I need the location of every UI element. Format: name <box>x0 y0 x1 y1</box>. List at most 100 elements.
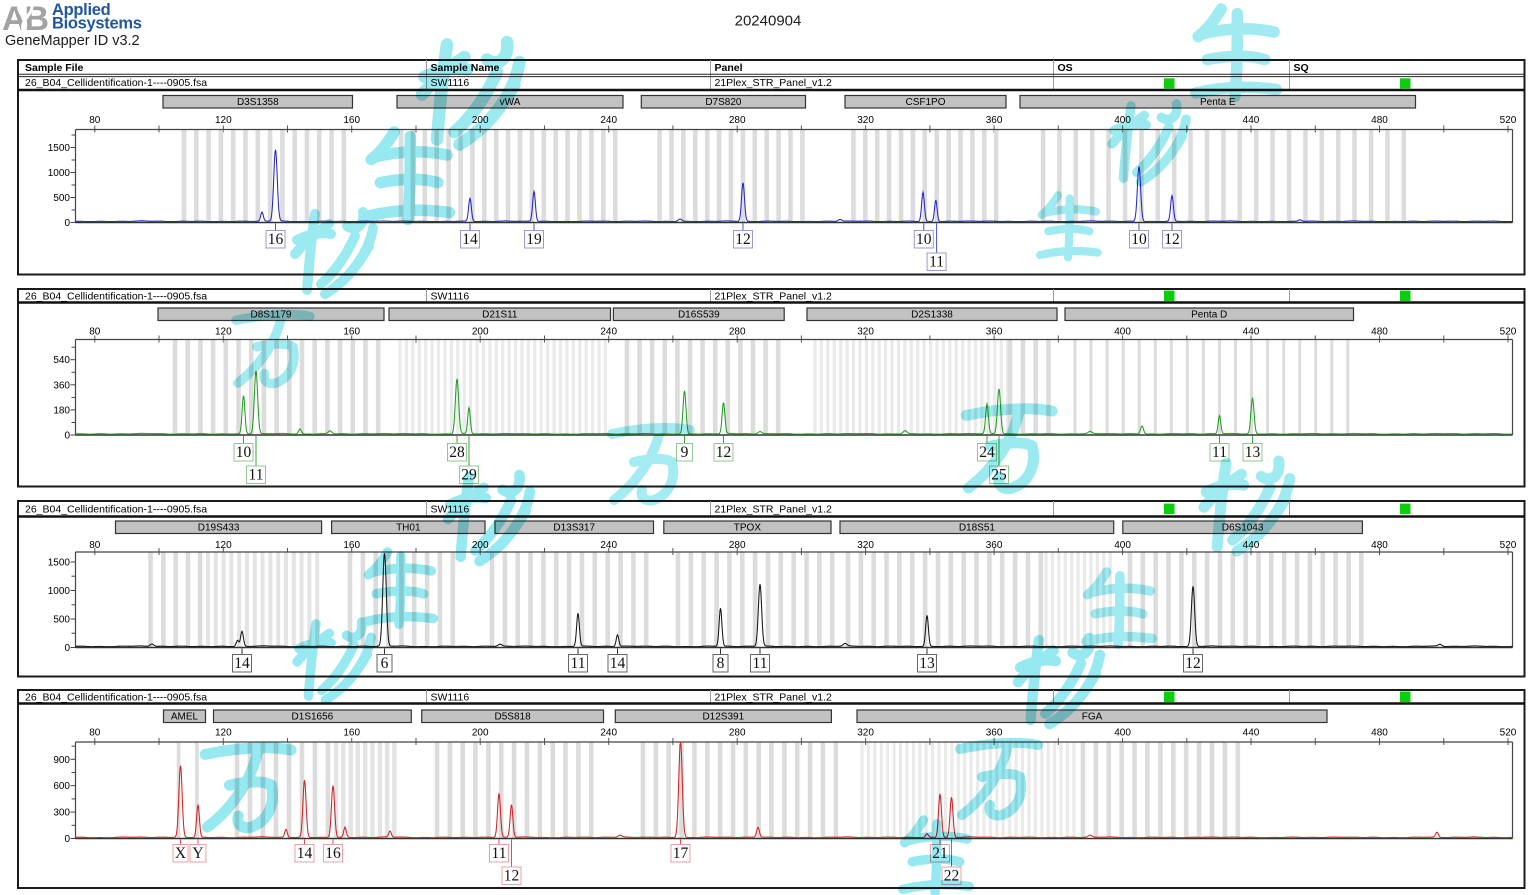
svg-text:540: 540 <box>53 355 70 366</box>
svg-text:17: 17 <box>673 845 689 862</box>
svg-text:AMEL: AMEL <box>171 712 199 723</box>
svg-text:80: 80 <box>89 728 101 739</box>
svg-text:D13S317: D13S317 <box>553 523 595 534</box>
svg-text:D19S433: D19S433 <box>198 523 240 534</box>
svg-text:360: 360 <box>53 380 70 391</box>
svg-text:26_B04_Cellidentification-1---: 26_B04_Cellidentification-1----0905.fsa <box>25 504 207 516</box>
svg-text:360: 360 <box>986 115 1003 126</box>
svg-text:160: 160 <box>343 728 360 739</box>
svg-text:14: 14 <box>234 655 250 672</box>
svg-text:D18S51: D18S51 <box>959 523 996 534</box>
svg-text:12: 12 <box>504 868 520 885</box>
svg-text:480: 480 <box>1371 728 1388 739</box>
svg-text:400: 400 <box>1114 327 1131 338</box>
svg-text:26_B04_Cellidentification-1---: 26_B04_Cellidentification-1----0905.fsa <box>25 77 207 89</box>
svg-text:Penta D: Penta D <box>1191 310 1227 321</box>
svg-text:10: 10 <box>1131 231 1147 248</box>
svg-text:480: 480 <box>1371 327 1388 338</box>
svg-text:Y: Y <box>192 845 203 862</box>
svg-text:320: 320 <box>857 327 874 338</box>
svg-text:0: 0 <box>64 218 70 229</box>
svg-text:D3S1358: D3S1358 <box>237 97 279 108</box>
svg-text:D7S820: D7S820 <box>705 97 742 108</box>
svg-text:300: 300 <box>53 808 70 819</box>
svg-text:SW1116: SW1116 <box>431 291 470 303</box>
svg-text:11: 11 <box>571 655 586 672</box>
svg-text:OS: OS <box>1058 62 1073 74</box>
svg-text:400: 400 <box>1114 728 1131 739</box>
svg-text:Panel: Panel <box>715 62 743 74</box>
svg-text:240: 240 <box>600 115 617 126</box>
svg-text:10: 10 <box>916 231 932 248</box>
svg-text:X: X <box>175 845 186 862</box>
svg-text:12: 12 <box>1185 655 1201 672</box>
svg-text:80: 80 <box>89 115 101 126</box>
svg-text:360: 360 <box>986 327 1003 338</box>
svg-text:16: 16 <box>325 845 341 862</box>
svg-text:TPOX: TPOX <box>734 523 762 534</box>
svg-text:FGA: FGA <box>1082 712 1103 723</box>
svg-text:26_B04_Cellidentification-1---: 26_B04_Cellidentification-1----0905.fsa <box>25 692 207 704</box>
svg-text:1500: 1500 <box>48 558 71 569</box>
svg-text:160: 160 <box>343 115 360 126</box>
svg-text:GeneMapper ID v3.2: GeneMapper ID v3.2 <box>5 33 140 49</box>
svg-text:520: 520 <box>1500 728 1517 739</box>
svg-text:320: 320 <box>857 540 874 551</box>
svg-text:520: 520 <box>1500 115 1517 126</box>
svg-text:120: 120 <box>215 327 232 338</box>
svg-text:11: 11 <box>753 655 768 672</box>
svg-text:SQ: SQ <box>1294 62 1309 74</box>
svg-text:11: 11 <box>249 467 264 484</box>
svg-text:14: 14 <box>610 655 626 672</box>
svg-text:900: 900 <box>53 755 70 766</box>
svg-text:280: 280 <box>729 728 746 739</box>
svg-text:0: 0 <box>64 431 70 442</box>
svg-text:0: 0 <box>64 834 70 845</box>
svg-text:14: 14 <box>462 231 478 248</box>
svg-text:360: 360 <box>986 540 1003 551</box>
svg-text:TH01: TH01 <box>396 523 421 534</box>
svg-text:320: 320 <box>857 115 874 126</box>
svg-text:Biosystems: Biosystems <box>52 15 142 33</box>
svg-text:280: 280 <box>729 540 746 551</box>
svg-text:D1S1656: D1S1656 <box>292 712 334 723</box>
svg-text:19: 19 <box>526 231 542 248</box>
svg-text:6: 6 <box>381 655 389 672</box>
svg-text:14: 14 <box>297 845 313 862</box>
svg-text:160: 160 <box>343 540 360 551</box>
svg-text:D5S818: D5S818 <box>495 712 532 723</box>
svg-text:1500: 1500 <box>48 143 71 154</box>
svg-text:80: 80 <box>89 540 101 551</box>
svg-text:520: 520 <box>1500 327 1517 338</box>
svg-text:16: 16 <box>268 231 284 248</box>
svg-text:440: 440 <box>1243 327 1260 338</box>
svg-text:8: 8 <box>717 655 725 672</box>
svg-text:26_B04_Cellidentification-1---: 26_B04_Cellidentification-1----0905.fsa <box>25 291 207 303</box>
svg-text:28: 28 <box>449 444 465 461</box>
svg-text:Penta E: Penta E <box>1200 97 1236 108</box>
svg-text:240: 240 <box>600 728 617 739</box>
svg-text:CSF1PO: CSF1PO <box>905 97 945 108</box>
svg-text:180: 180 <box>53 405 70 416</box>
svg-text:D21S11: D21S11 <box>482 310 518 321</box>
svg-text:200: 200 <box>472 327 489 338</box>
svg-text:Applied: Applied <box>52 1 110 19</box>
svg-text:1000: 1000 <box>48 168 71 179</box>
svg-text:D12S391: D12S391 <box>702 712 744 723</box>
svg-text:500: 500 <box>53 615 70 626</box>
svg-text:13: 13 <box>1245 444 1261 461</box>
svg-text:280: 280 <box>729 115 746 126</box>
svg-text:160: 160 <box>343 327 360 338</box>
svg-text:480: 480 <box>1371 540 1388 551</box>
svg-text:400: 400 <box>1114 115 1131 126</box>
svg-text:9: 9 <box>681 444 689 461</box>
svg-text:440: 440 <box>1243 728 1260 739</box>
svg-text:11: 11 <box>492 845 507 862</box>
svg-text:500: 500 <box>53 193 70 204</box>
svg-text:520: 520 <box>1500 540 1517 551</box>
svg-text:21Plex_STR_Panel_v1.2: 21Plex_STR_Panel_v1.2 <box>715 692 832 704</box>
svg-text:240: 240 <box>600 540 617 551</box>
svg-text:0: 0 <box>64 643 70 654</box>
svg-text:280: 280 <box>729 327 746 338</box>
svg-text:D2S1338: D2S1338 <box>911 310 953 321</box>
